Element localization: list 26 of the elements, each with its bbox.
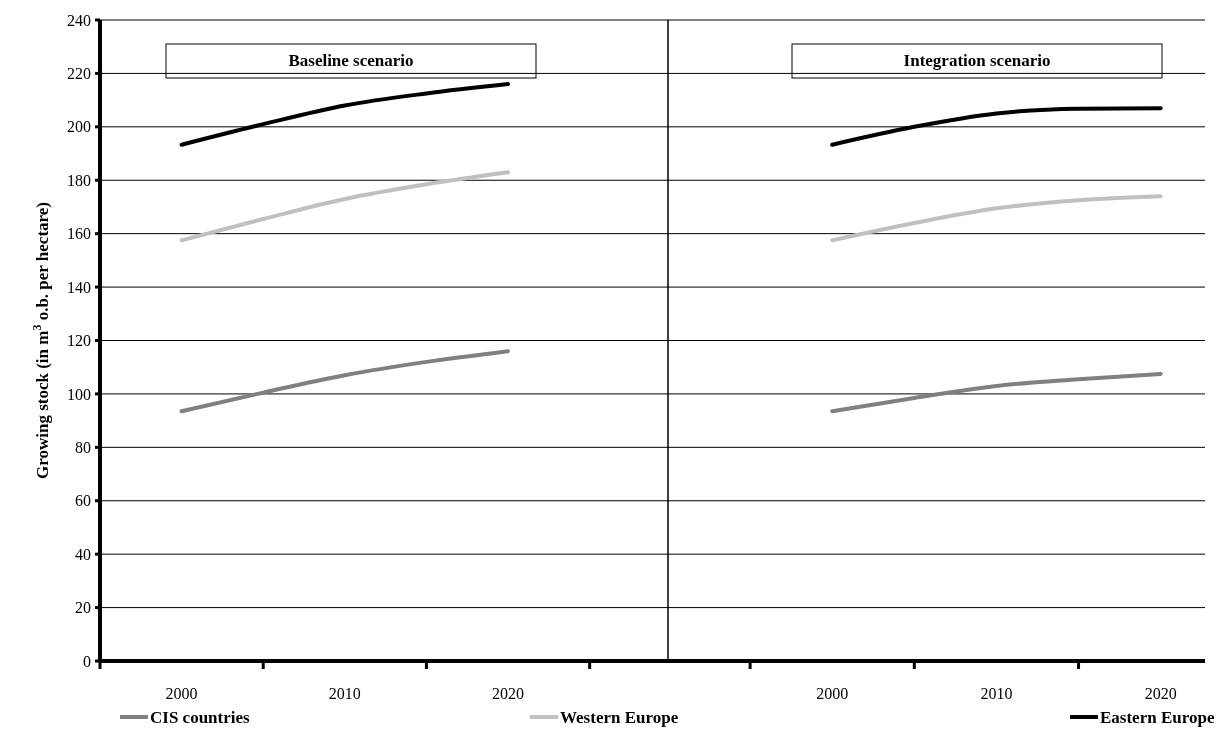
y-tick-label: 20 xyxy=(75,599,91,617)
y-tick-label: 40 xyxy=(75,545,91,563)
y-tick-label: 240 xyxy=(67,11,91,29)
y-tick-label: 160 xyxy=(67,225,91,243)
y-tick-label: 180 xyxy=(67,171,91,189)
x-tick-label: 2020 xyxy=(492,685,525,702)
y-tick-label: 220 xyxy=(67,65,91,83)
y-tick-label: 200 xyxy=(67,118,91,136)
y-tick-label: 80 xyxy=(75,438,91,456)
legend-label: CIS countries xyxy=(150,707,251,727)
y-tick-label: 100 xyxy=(67,385,91,403)
text: Baseline scenario xyxy=(288,51,414,70)
x-tick-label: 2020 xyxy=(1144,685,1177,702)
legend-label: Western Europe xyxy=(560,707,679,727)
text: Integration scenario xyxy=(903,51,1051,70)
legend-label: Eastern Europe xyxy=(1100,707,1215,727)
x-tick-label: 2010 xyxy=(980,685,1013,702)
x-tick-label: 2010 xyxy=(328,685,361,702)
y-tick-label: 140 xyxy=(67,278,91,296)
line-series xyxy=(179,170,511,243)
y-tick-label: 120 xyxy=(67,332,91,350)
y-tick-label: 0 xyxy=(83,652,91,670)
y-tick-label: 60 xyxy=(75,492,91,510)
line-series xyxy=(179,349,511,414)
x-tick-label: 2000 xyxy=(816,685,849,702)
x-tick-label: 2000 xyxy=(165,685,198,702)
